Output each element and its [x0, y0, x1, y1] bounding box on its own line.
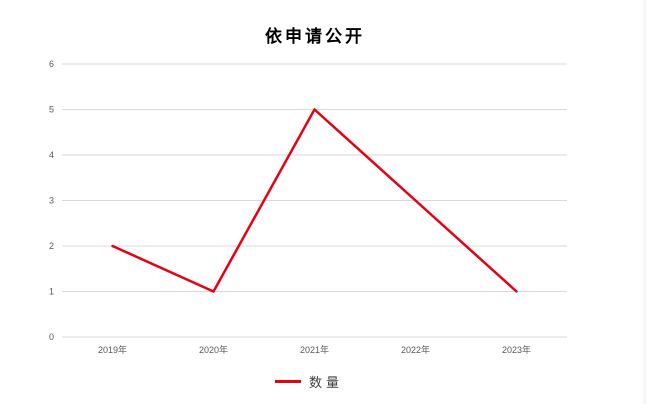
data-point — [313, 108, 316, 111]
x-tick-label: 2022年 — [401, 344, 430, 355]
x-tick-label: 2020年 — [199, 344, 228, 355]
y-tick-label: 1 — [49, 287, 54, 297]
x-tick-label: 2023年 — [502, 344, 531, 355]
data-point — [111, 244, 114, 248]
data-point — [212, 290, 215, 293]
y-tick-label: 2 — [49, 241, 54, 251]
y-tick-label: 5 — [49, 105, 54, 115]
data-point — [515, 290, 518, 293]
y-tick-label: 6 — [49, 59, 54, 69]
y-tick-label: 3 — [49, 196, 54, 206]
legend: 数量 — [275, 372, 343, 391]
y-tick-label: 4 — [49, 150, 54, 160]
y-tick-label: 0 — [49, 332, 54, 342]
data-point — [414, 199, 417, 202]
window-edge — [643, 0, 647, 404]
x-tick-label: 2021年 — [300, 344, 329, 355]
chart-title: 依申请公开 — [265, 27, 365, 47]
x-tick-label: 2019年 — [98, 344, 127, 355]
legend-label: 数量 — [309, 376, 344, 391]
legend-swatch — [275, 380, 301, 383]
